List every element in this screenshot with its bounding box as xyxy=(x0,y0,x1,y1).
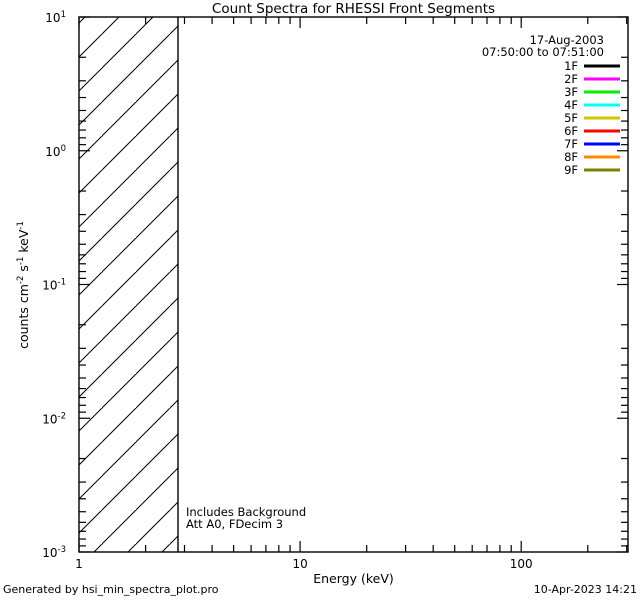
y-axis-ticks xyxy=(79,16,628,553)
legend-label-4f: 4F xyxy=(564,98,578,112)
legend-label-9f: 9F xyxy=(564,163,578,177)
y-tick-label-1em3: 10-3 xyxy=(42,545,66,560)
x-tick-label-1: 1 xyxy=(75,557,83,571)
y-tick-label-1em2: 10-2 xyxy=(42,411,66,426)
y-tick-label-1e0: 100 xyxy=(45,144,66,159)
legend-label-3f: 3F xyxy=(564,85,578,99)
legend-label-8f: 8F xyxy=(564,150,578,164)
excluded-band-hatch-group xyxy=(79,17,178,552)
x-axis-ticks xyxy=(78,17,628,552)
observation-time-range: 07:50:00 to 07:51:00 xyxy=(482,45,604,59)
x-tick-label-10: 10 xyxy=(292,557,307,571)
legend-label-6f: 6F xyxy=(564,124,578,138)
observation-date: 17-Aug-2003 xyxy=(530,33,604,47)
y-tick-label-1em1: 10-1 xyxy=(42,278,66,293)
legend-label-1f: 1F xyxy=(564,59,578,73)
footer-timestamp: 10-Apr-2023 14:21 xyxy=(534,583,637,596)
x-tick-label-100: 100 xyxy=(510,557,533,571)
x-axis-title: Energy (keV) xyxy=(313,571,394,586)
y-tick-labels: 101 100 10-1 10-2 10-3 xyxy=(42,10,66,560)
legend-label-7f: 7F xyxy=(564,137,578,151)
y-tick-label-1e1: 101 xyxy=(45,10,66,25)
legend-label-2f: 2F xyxy=(564,72,578,86)
excluded-energy-band xyxy=(79,17,178,552)
plot-note-attenuator: Att A0, FDecim 3 xyxy=(186,517,283,531)
chart-title: Count Spectra for RHESSI Front Segments xyxy=(212,1,495,17)
footer-generator: Generated by hsi_min_spectra_plot.pro xyxy=(3,583,219,596)
plot-note-includes-background: Includes Background xyxy=(186,505,306,519)
legend-label-5f: 5F xyxy=(564,111,578,125)
legend: 1F 2F 3F 4F 5F 6F 7F 8F 9F xyxy=(564,59,620,177)
y-axis-title: counts cm-2 s-1 keV-1 xyxy=(16,221,31,349)
